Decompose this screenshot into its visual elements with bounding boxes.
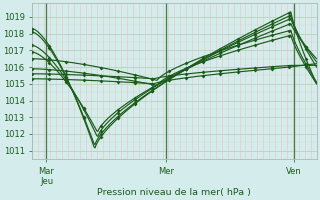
X-axis label: Pression niveau de la mer( hPa ): Pression niveau de la mer( hPa ) bbox=[98, 188, 251, 197]
